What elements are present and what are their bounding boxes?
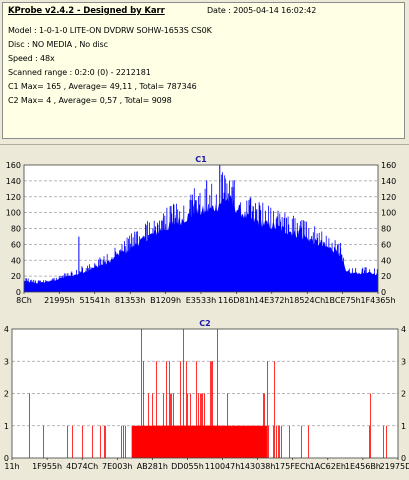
- info-panel: KProbe v2.4.2 - Designed by Karr Date : …: [2, 2, 405, 139]
- x-tick-label: 18524Ch: [289, 296, 325, 305]
- y-tick-label-right: 140: [381, 177, 396, 186]
- y-tick-label-right: 2: [401, 390, 406, 399]
- chart-title: C1: [195, 155, 207, 164]
- y-tick-label-right: 0: [381, 288, 386, 297]
- x-tick-label: 21975Dh: [380, 462, 409, 471]
- x-tick-label: 14E372h: [254, 296, 290, 305]
- speed-line: Speed : 48x: [8, 54, 55, 63]
- y-tick-label-left: 3: [4, 357, 9, 366]
- c1-series-area: [24, 195, 378, 292]
- y-tick-label-left: 140: [6, 177, 21, 186]
- x-tick-label: 8Ch: [16, 296, 32, 305]
- y-tick-label-right: 20: [381, 272, 391, 281]
- x-tick-label: 21995h: [44, 296, 75, 305]
- x-tick-label: 143038h: [240, 462, 276, 471]
- x-tick-label: 1BCE75h: [324, 296, 360, 305]
- y-tick-label-left: 0: [16, 288, 21, 297]
- c1-series-spikes: [23, 172, 378, 292]
- c1-chart: C1 0 0 20 20 40 40 60 60 80 80 100 100 120 120 140 140 16…: [6, 155, 397, 305]
- y-tick-label-right: 80: [381, 225, 391, 234]
- y-tick-label-left: 20: [11, 272, 21, 281]
- y-tick-label-left: 100: [6, 209, 21, 218]
- x-tick-label: 4D74Ch: [66, 462, 98, 471]
- y-tick-label-right: 1: [401, 422, 406, 431]
- x-tick-label: AB281h: [137, 462, 168, 471]
- c2-series-bars-4: [141, 329, 218, 458]
- x-tick-label: DD055h: [171, 462, 204, 471]
- y-tick-label-right: 40: [381, 256, 391, 265]
- c2-series-bars-3: [143, 361, 275, 458]
- y-tick-label-left: 80: [11, 225, 21, 234]
- c2-series-bars-1: [43, 425, 387, 458]
- app-title: KProbe v2.4.2 - Designed by Karr: [8, 6, 165, 16]
- x-tick-label: 1F4365h: [360, 296, 395, 305]
- x-tick-label: 7E003h: [102, 462, 132, 471]
- y-tick-label-right: 160: [381, 161, 396, 170]
- x-tick-label: 116D81h: [218, 296, 255, 305]
- c1-summary-line: C1 Max= 165 , Average= 49,11 , Total= 78…: [8, 82, 197, 91]
- c2-chart: C2 0 0 1 1 2 2 3 3 4 4 11h 1F955h 4D74Ch 7E003h AB281h D…: [4, 319, 409, 471]
- disc-line: Disc : NO MEDIA , No disc: [8, 40, 108, 49]
- y-tick-label-left: 160: [6, 161, 21, 170]
- c2-series-bars-2: [29, 393, 371, 458]
- y-tick-label-right: 0: [401, 454, 406, 463]
- y-tick-label-left: 1: [4, 422, 9, 431]
- y-tick-label-left: 120: [6, 193, 21, 202]
- x-tick-label: 110047h: [205, 462, 241, 471]
- y-tick-label-left: 2: [4, 390, 9, 399]
- y-tick-label-right: 4: [401, 325, 406, 334]
- x-tick-label: 1F955h: [32, 462, 62, 471]
- y-tick-label-left: 4: [4, 325, 9, 334]
- x-tick-label: 1E456Bh: [345, 462, 381, 471]
- x-tick-label: E3533h: [186, 296, 216, 305]
- y-tick-label-left: 40: [11, 256, 21, 265]
- x-tick-label: 175FECh: [275, 462, 311, 471]
- y-tick-label-left: 60: [11, 240, 21, 249]
- x-tick-label: 51541h: [80, 296, 111, 305]
- y-tick-label-left: 0: [4, 454, 9, 463]
- range-line: Scanned range : 0:2:0 (0) - 2212181: [8, 68, 151, 77]
- x-tick-label: 11h: [4, 462, 19, 471]
- chart-title: C2: [199, 319, 210, 328]
- x-tick-label: B1209h: [150, 296, 181, 305]
- y-tick-label-right: 120: [381, 193, 396, 202]
- model-line: Model : 1-0-1-0 LITE-ON DVDRW SOHW-1653S…: [8, 26, 212, 35]
- c2-summary-line: C2 Max= 4 , Average= 0,57 , Total= 9098: [8, 96, 172, 105]
- panel-separator: [0, 144, 409, 145]
- x-tick-label: 1AC62Eh: [310, 462, 346, 471]
- y-tick-label-right: 60: [381, 240, 391, 249]
- y-tick-label-right: 100: [381, 209, 396, 218]
- y-tick-label-right: 3: [401, 357, 406, 366]
- scan-date: Date : 2005-04-14 16:02:42: [207, 6, 317, 15]
- x-tick-label: 81353h: [115, 296, 146, 305]
- plot-border: [23, 164, 379, 293]
- plot-border: [11, 328, 399, 459]
